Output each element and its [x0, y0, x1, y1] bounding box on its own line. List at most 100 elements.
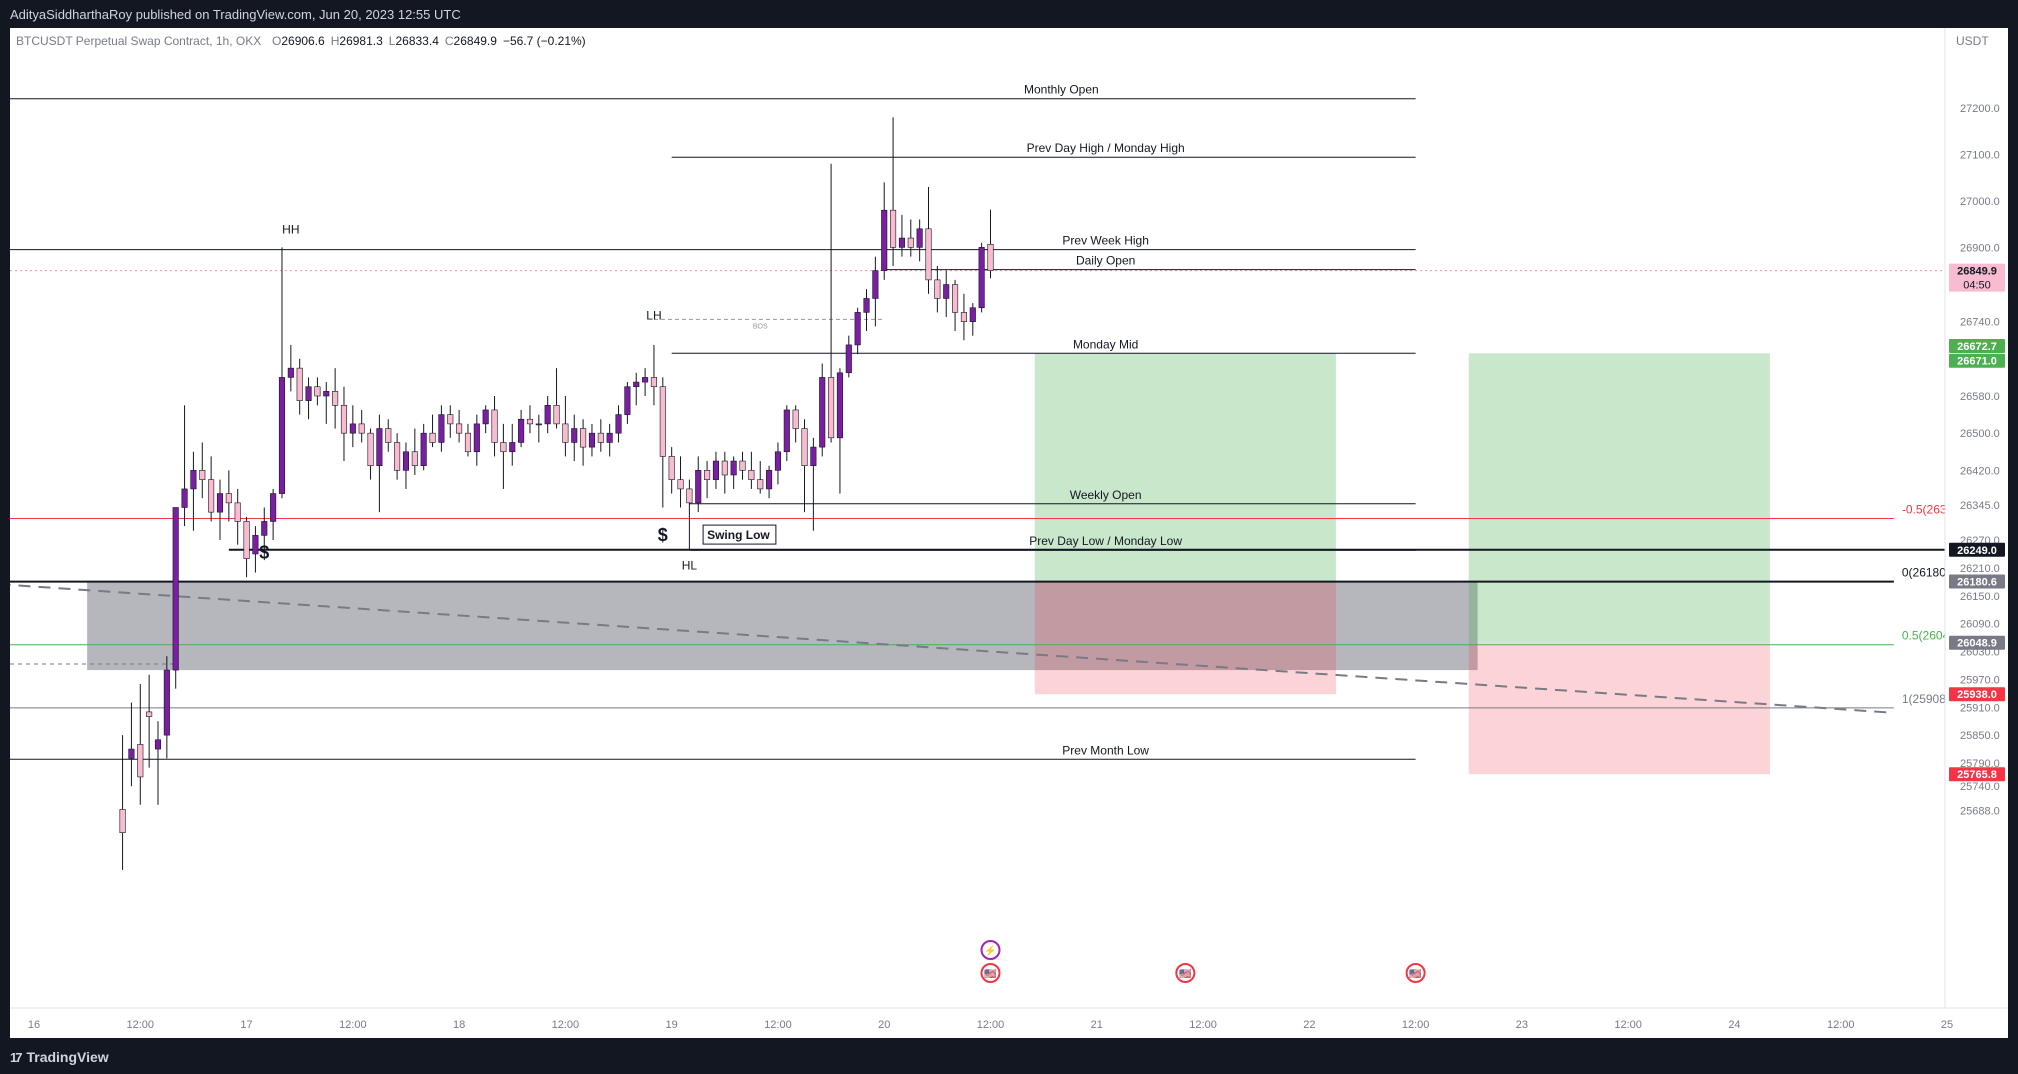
candle-body	[960, 312, 967, 322]
y-tick-label: 26090.0	[1960, 619, 2000, 631]
candle	[154, 721, 162, 805]
y-tick-label: 26500.0	[1960, 428, 2000, 440]
us-flag-event-icon	[1175, 963, 1196, 983]
candle-body	[456, 423, 463, 434]
price-tag-text: 26048.9	[1957, 638, 1997, 650]
candle	[872, 256, 879, 327]
tradingview-logo[interactable]: 17 TradingView	[10, 1049, 109, 1065]
candle	[748, 451, 755, 489]
level-label: Monday Mid	[1073, 337, 1138, 351]
annotation: $	[658, 525, 668, 545]
price-tag-text: 26180.6	[1957, 577, 1997, 589]
level-label: Prev Month Low	[1062, 743, 1149, 757]
candle	[163, 656, 170, 759]
candle	[305, 377, 312, 420]
candle	[739, 451, 746, 480]
candle	[792, 405, 799, 443]
candle	[766, 465, 773, 499]
candle-body	[580, 428, 587, 448]
candle	[358, 409, 365, 443]
candle	[828, 163, 835, 443]
candle	[952, 279, 959, 331]
candle-body	[270, 493, 277, 522]
price-tag	[1949, 263, 2005, 292]
candle	[606, 423, 613, 457]
candle-body	[677, 479, 684, 490]
y-tick-label: 26345.0	[1960, 500, 2000, 512]
candle-body	[146, 711, 153, 717]
ohlc-value: 26906.6	[281, 34, 325, 48]
candle-body	[261, 521, 268, 536]
candle-body	[695, 470, 702, 504]
candle	[394, 433, 401, 480]
candle	[774, 442, 781, 485]
candle-body	[597, 432, 604, 443]
x-tick-label: 12:00	[1614, 1019, 1642, 1031]
candle-body	[535, 423, 542, 426]
candle-body	[704, 470, 711, 480]
candle	[686, 479, 693, 550]
level-label: Prev Week High	[1062, 234, 1148, 248]
candle-body	[544, 405, 551, 425]
candle-body	[163, 669, 170, 736]
candle-body	[420, 432, 427, 466]
ohlc-key: O	[272, 34, 281, 48]
price-tag-text: 25765.8	[1957, 769, 1997, 781]
candle-body	[137, 744, 144, 778]
publisher-bar: AdityaSiddharthaRoy published on Trading…	[0, 0, 2018, 28]
price-tag-text: 26249.0	[1957, 545, 1997, 557]
candle	[314, 377, 321, 406]
candle	[535, 414, 542, 443]
candle-body	[571, 428, 578, 443]
candle	[146, 674, 153, 768]
us-flag-event-icon-glyph: 🇺🇸	[1179, 968, 1192, 980]
candle-body	[234, 502, 241, 522]
candle-body	[181, 488, 188, 508]
candle	[128, 702, 135, 787]
lightning-event-icon-glyph: ⚡	[984, 944, 996, 957]
y-tick-label: 26150.0	[1960, 591, 2000, 603]
candle-body	[216, 493, 224, 513]
candle-body	[828, 377, 835, 439]
candle-body	[588, 432, 596, 448]
annotation: $	[259, 543, 269, 563]
candle-body	[340, 405, 348, 434]
level-label: Prev Day Low / Monday Low	[1029, 534, 1182, 548]
candle	[836, 368, 843, 494]
candle	[429, 414, 436, 448]
candle	[960, 293, 967, 341]
ohlc-value: 26833.4	[395, 34, 439, 48]
long-2-stop	[1468, 642, 1770, 775]
candle-body	[411, 451, 418, 466]
candle-body	[119, 809, 126, 833]
candle-body	[934, 279, 941, 299]
price-tag-text: 26671.0	[1957, 356, 1997, 368]
y-tick-label: 26740.0	[1960, 317, 2000, 329]
candle	[464, 423, 472, 457]
candle	[668, 447, 675, 494]
candle-body	[819, 377, 826, 448]
candle-body	[252, 535, 259, 555]
price-tag	[1949, 635, 2005, 650]
price-chart[interactable]: Monthly Open Prev Day High / Monday High P…	[0, 28, 2008, 1038]
candle	[633, 372, 640, 406]
x-tick-label: 21	[1091, 1019, 1103, 1031]
x-tick-label: 12:00	[1827, 1019, 1855, 1031]
candle	[588, 423, 596, 457]
candle-body	[916, 228, 923, 248]
annotation: HH	[282, 222, 299, 236]
candle-body	[739, 460, 746, 471]
candle-body	[668, 456, 675, 480]
candle	[199, 442, 206, 499]
x-tick-label: 12:00	[764, 1019, 792, 1031]
candle-body	[943, 284, 950, 299]
candle-body	[890, 209, 897, 248]
x-tick-label: 22	[1303, 1019, 1315, 1031]
candle	[340, 386, 348, 462]
candle	[243, 516, 250, 578]
price-tag-text: 25938.0	[1957, 689, 1997, 701]
x-tick-label: 12:00	[552, 1019, 580, 1031]
candle	[925, 186, 932, 294]
chart-panel[interactable]: Monthly Open Prev Day High / Monday High P…	[0, 28, 2008, 1038]
candle	[119, 735, 126, 870]
